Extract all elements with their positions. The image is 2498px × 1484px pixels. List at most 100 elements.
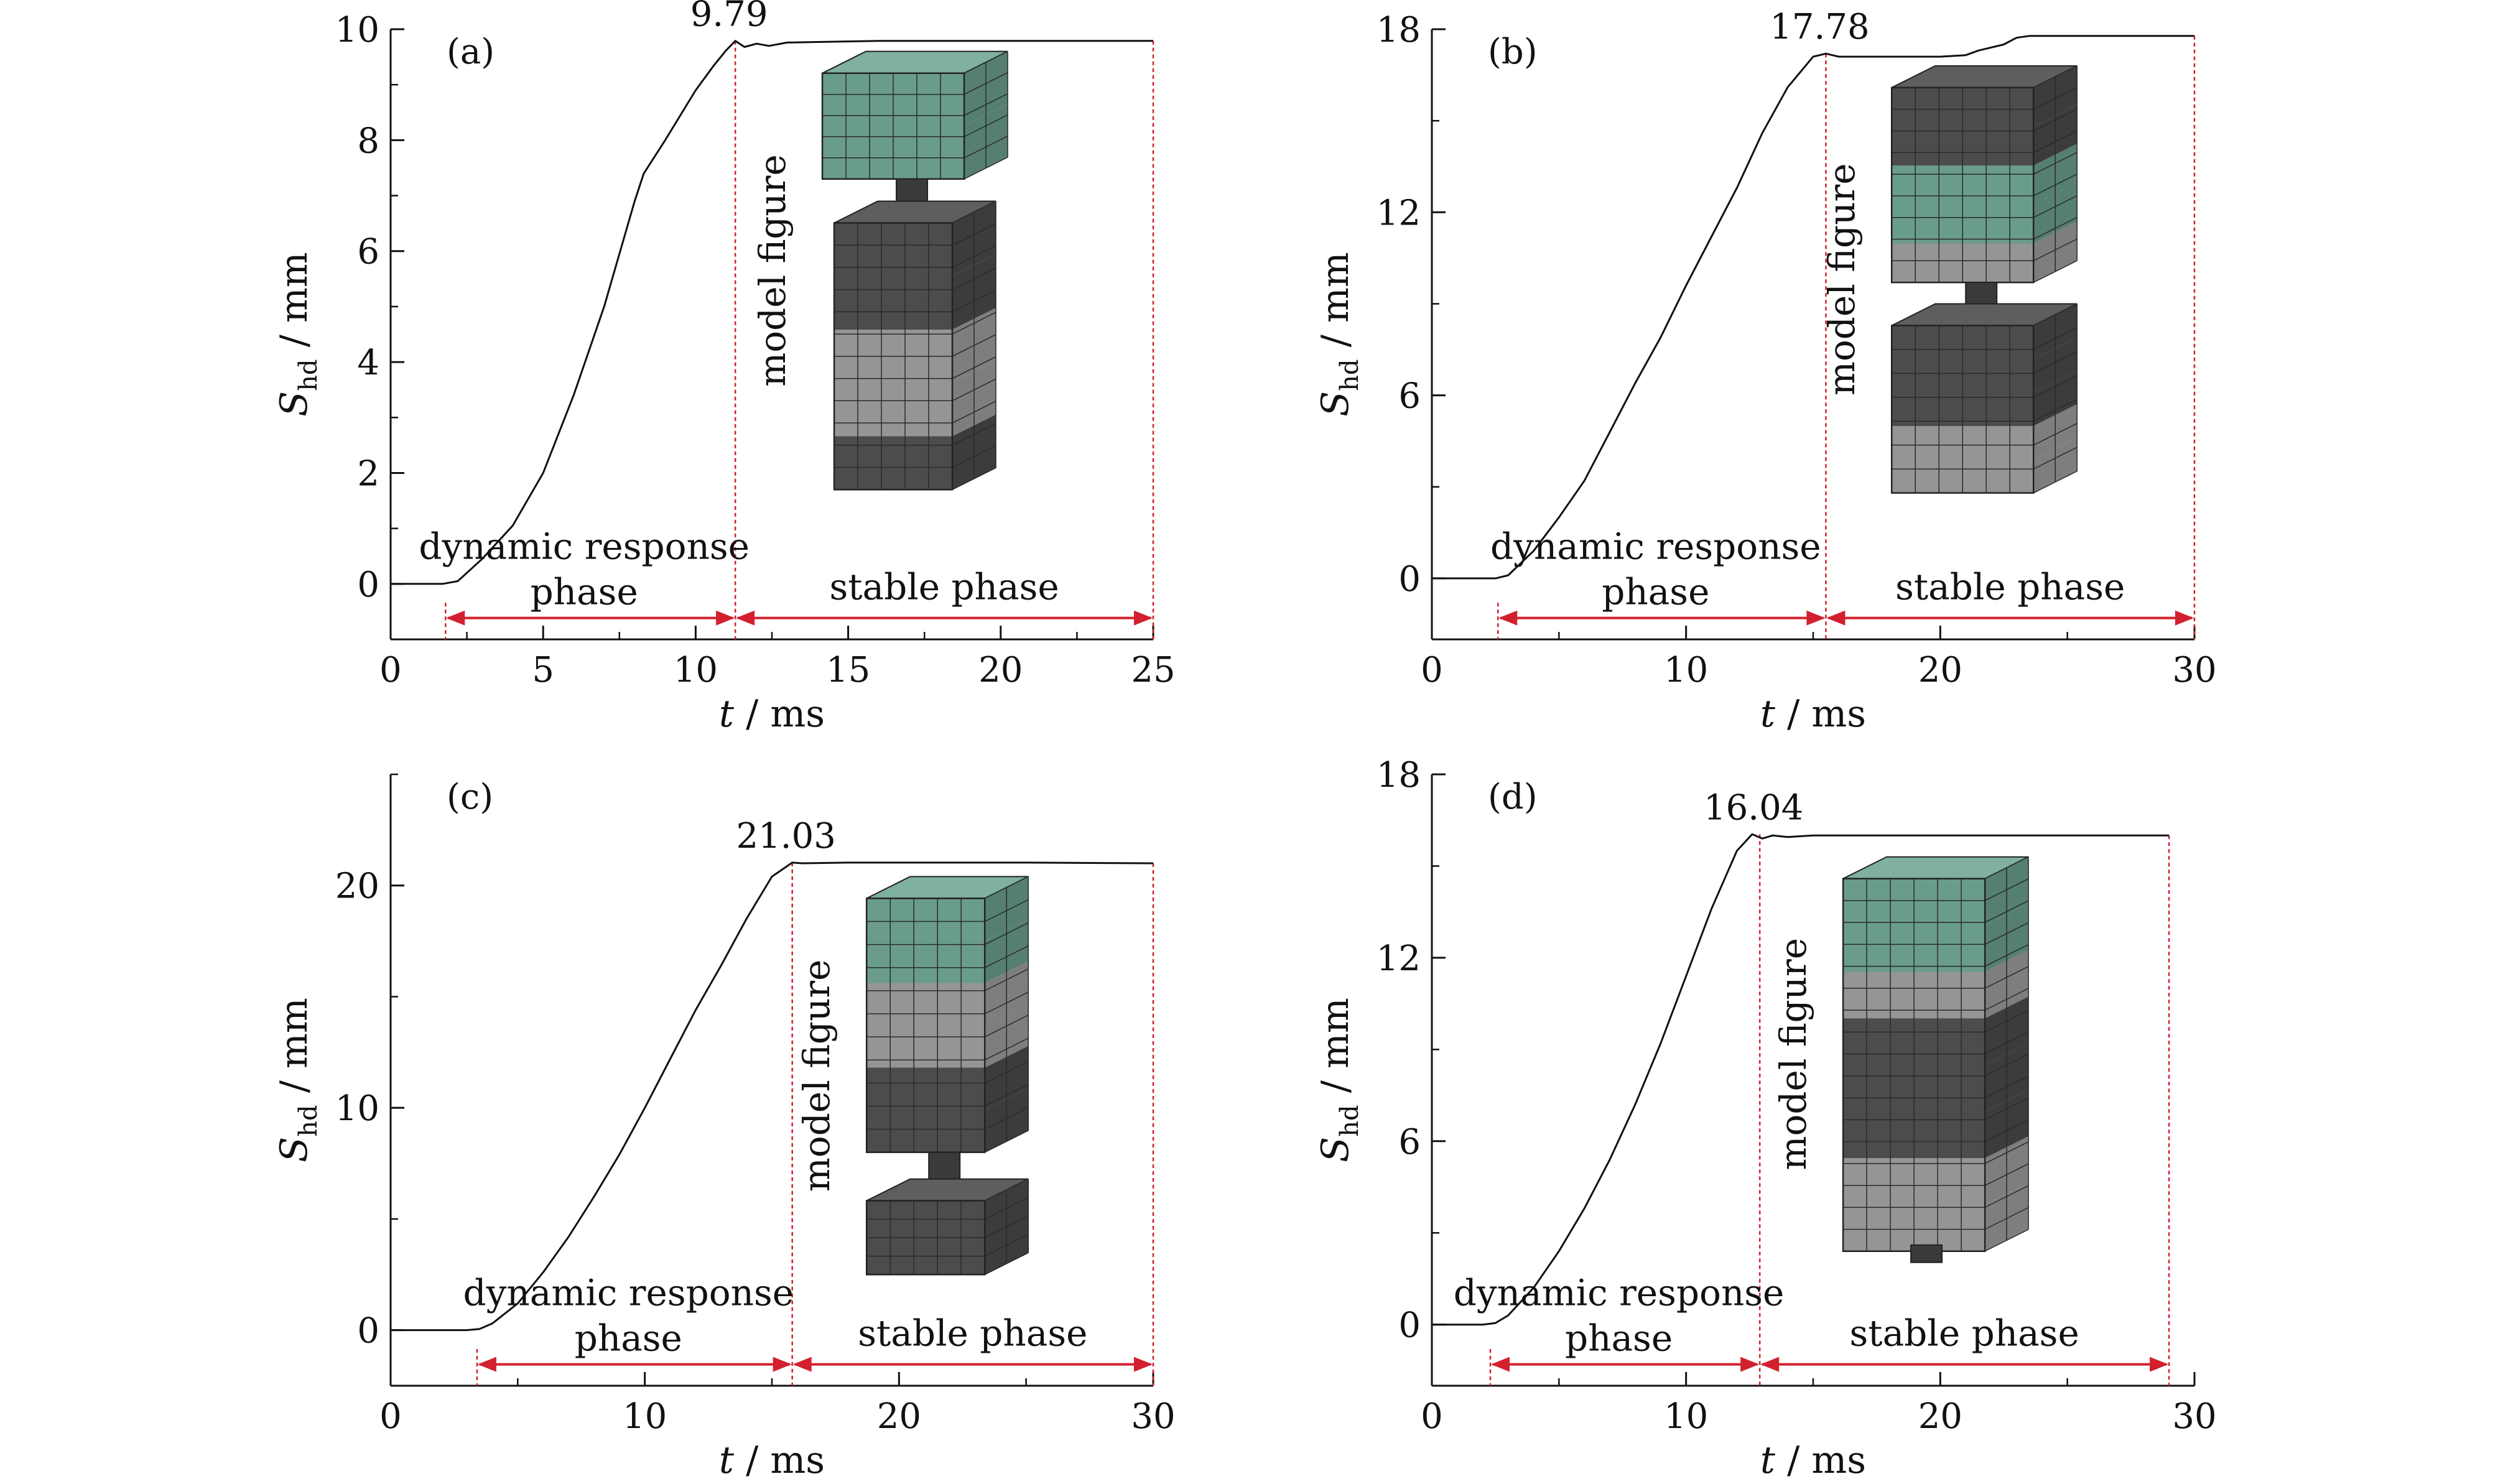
panel-d: 0 10 20 30 0 6 12 18 t / ms Shd / mm (d) model figu… [1314,755,2217,1482]
y-tick-label: 2 [357,453,379,494]
y-axis-title: Shd / mm [272,998,323,1162]
model-block [865,876,1029,1192]
model-block [1842,856,2029,1263]
y-axis-subscript: hd [294,359,323,391]
x-axis-unit: / ms [734,1439,825,1482]
x-axis-symbol: t [1760,692,1776,736]
panel-b: 0 10 20 30 0 6 12 18 t / ms Shd / mm (b) model figu… [1314,7,2217,736]
model-front-band [866,1025,985,1069]
model-outline [1890,86,2035,284]
x-tick-label: 20 [1918,650,1962,690]
panel-label: (a) [447,32,494,72]
y-axis-title: Shd / mm [1314,998,1364,1162]
displacement-curve [391,861,1154,1332]
y-tick-label: 8 [357,121,379,161]
model-front-band [866,940,985,984]
x-tick-label: 20 [877,1396,921,1437]
x-tick-label: 30 [2172,650,2216,690]
x-tick-label: 0 [1421,1396,1443,1437]
panel-c: 0 10 20 30 0 10 20 t / ms Shd / mm (c) model figur… [272,773,1176,1482]
y-axis-symbol: S [272,391,316,417]
model-block [821,50,1008,215]
stable-phase-label: stable phase [858,1312,1087,1355]
dynamic-phase-label-line2: phase [1602,571,1709,613]
displacement-curve [1432,35,2194,580]
x-axis-title: t / ms [719,692,825,736]
y-axis-symbol: S [1314,1137,1357,1162]
y-axis-title: Shd / mm [1314,252,1364,417]
x-tick-label: 10 [1664,1396,1708,1437]
x-axis-title: t / ms [1760,1439,1866,1482]
peak-value-label: 17.78 [1770,7,1869,47]
dynamic-phase-label: dynamic response [419,526,750,568]
y-axis-symbol: S [1314,391,1357,417]
y-tick-label: 6 [357,232,379,272]
x-axis-title: t / ms [1760,692,1866,736]
y-axis-subscript: hd [1335,359,1364,391]
dynamic-phase-label-line2: phase [531,571,638,613]
y-axis-unit: / mm [1314,252,1357,359]
dynamic-phase-label-line2: phase [575,1317,682,1360]
peak-value-label: 16.04 [1704,787,1803,828]
x-tick-label: 0 [379,650,402,690]
y-tick-label: 4 [357,343,379,383]
y-axis-title: Shd / mm [272,252,323,417]
stable-phase-label: stable phase [1850,1312,2079,1355]
model-block [865,1178,1029,1276]
y-tick-label: 10 [335,10,379,50]
stable-phase-label: stable phase [829,566,1059,608]
x-tick-label: 0 [379,1396,402,1437]
y-tick-label: 20 [335,866,379,907]
y-axis-subscript: hd [294,1105,323,1136]
model-figure-label: model figure [796,960,838,1192]
model-front-band [866,1110,985,1153]
y-tick-label: 18 [1377,10,1421,50]
x-tick-label: 10 [1664,650,1708,690]
y-axis-subscript: hd [1335,1105,1364,1136]
model-block [833,200,996,491]
model-front-band [834,276,953,330]
model-outline [1890,325,2035,494]
dynamic-phase-label: dynamic response [1490,526,1821,568]
y-tick-label: 0 [357,1311,379,1352]
panel-label: (d) [1488,777,1538,817]
x-axis-unit: / ms [1775,692,1866,736]
x-axis-symbol: t [719,1439,735,1482]
y-axis-unit: / mm [272,252,316,359]
model-outline [865,897,986,1153]
y-axis-unit: / mm [272,998,316,1105]
model-block [1890,303,2078,494]
dynamic-phase-label: dynamic response [463,1272,794,1314]
model-outline [821,72,965,180]
x-tick-label: 30 [1131,1396,1175,1437]
x-axis-unit: / ms [1775,1439,1866,1482]
x-tick-label: 0 [1421,650,1443,690]
peak-value-label: 21.03 [736,816,836,856]
stable-phase-label: stable phase [1895,566,2125,608]
model-front-band [866,898,985,941]
model-block [1890,65,2078,317]
model-front-band [866,983,985,1026]
dynamic-phase-label: dynamic response [1454,1272,1785,1314]
x-tick-label: 20 [1918,1396,1962,1437]
y-tick-label: 0 [1398,559,1421,600]
y-axis-symbol: S [272,1137,316,1162]
y-tick-label: 0 [357,565,379,605]
x-axis-unit: / ms [734,692,825,736]
y-tick-label: 12 [1377,193,1421,233]
panel-label: (c) [447,777,493,817]
panel-label: (b) [1488,32,1538,72]
x-tick-label: 10 [674,650,718,690]
model-outline [865,1200,986,1276]
x-tick-label: 5 [532,650,554,690]
x-axis-symbol: t [719,692,735,736]
model-front-band [834,436,953,490]
y-tick-label: 6 [1398,376,1421,417]
x-tick-label: 20 [978,650,1023,690]
y-tick-label: 12 [1377,939,1421,979]
x-axis-symbol: t [1760,1439,1776,1482]
model-figure-label: model figure [1772,938,1814,1171]
peak-value-label: 9.79 [690,0,768,35]
